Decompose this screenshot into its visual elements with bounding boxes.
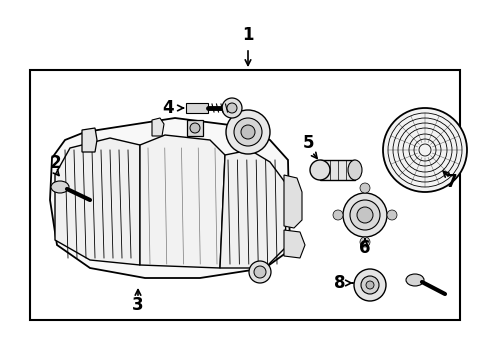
Text: 8: 8 bbox=[334, 274, 346, 292]
Text: 3: 3 bbox=[132, 296, 144, 314]
Ellipse shape bbox=[406, 274, 424, 286]
Ellipse shape bbox=[51, 181, 69, 193]
Ellipse shape bbox=[348, 160, 362, 180]
Bar bbox=[187, 120, 203, 136]
Polygon shape bbox=[284, 230, 305, 258]
Circle shape bbox=[333, 210, 343, 220]
Circle shape bbox=[350, 200, 380, 230]
Polygon shape bbox=[140, 135, 225, 268]
Polygon shape bbox=[50, 118, 290, 278]
Text: 4: 4 bbox=[162, 99, 174, 117]
Text: 2: 2 bbox=[49, 154, 61, 172]
Polygon shape bbox=[284, 175, 302, 228]
Circle shape bbox=[226, 110, 270, 154]
Circle shape bbox=[241, 125, 255, 139]
Text: 1: 1 bbox=[242, 26, 254, 44]
Circle shape bbox=[360, 183, 370, 193]
Circle shape bbox=[361, 276, 379, 294]
Polygon shape bbox=[82, 128, 97, 152]
Circle shape bbox=[254, 266, 266, 278]
Circle shape bbox=[249, 261, 271, 283]
Text: 7: 7 bbox=[446, 173, 458, 191]
Bar bbox=[320, 160, 355, 180]
Circle shape bbox=[357, 207, 373, 223]
Circle shape bbox=[227, 103, 237, 113]
Circle shape bbox=[354, 269, 386, 301]
Polygon shape bbox=[55, 138, 140, 265]
Bar bbox=[186, 103, 208, 113]
Circle shape bbox=[383, 108, 467, 192]
Bar bbox=[30, 70, 460, 320]
Circle shape bbox=[222, 98, 242, 118]
Polygon shape bbox=[152, 118, 164, 136]
Circle shape bbox=[343, 193, 387, 237]
Circle shape bbox=[310, 160, 330, 180]
Circle shape bbox=[190, 123, 200, 133]
Text: 5: 5 bbox=[302, 134, 314, 152]
Circle shape bbox=[366, 281, 374, 289]
Polygon shape bbox=[220, 150, 287, 268]
Text: 6: 6 bbox=[359, 239, 371, 257]
Circle shape bbox=[234, 118, 262, 146]
Circle shape bbox=[387, 210, 397, 220]
Circle shape bbox=[360, 237, 370, 247]
